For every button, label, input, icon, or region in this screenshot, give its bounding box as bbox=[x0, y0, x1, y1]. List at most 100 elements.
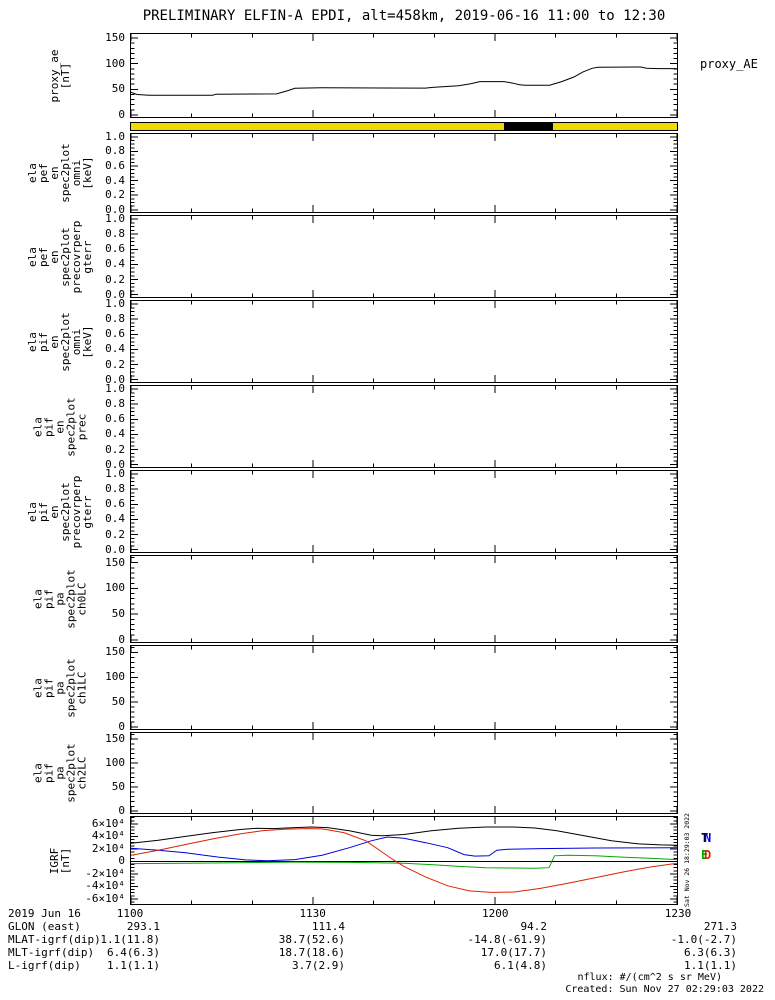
footer-cell: 111.4 bbox=[311, 920, 345, 933]
pif_en_prec-ylabel: ela pif en spec2plot prec bbox=[16, 385, 104, 468]
pif_en_omni-ytick-label: 0.6 bbox=[105, 327, 125, 341]
pef_en_omni-ytick-label: 0.0 bbox=[105, 202, 125, 216]
pef_en_precovr-ytick-label: 0.6 bbox=[105, 242, 125, 256]
pif_pa_ch0-ylabel: ela pif pa spec2plot ch0LC bbox=[16, 555, 104, 643]
series-proxy_AE bbox=[131, 66, 677, 96]
pif_en_precovr-ytick-label: 0.6 bbox=[105, 497, 125, 511]
pif_en_precovr-plot-area bbox=[131, 471, 677, 552]
pif_en_omni-ytick-label: 0.4 bbox=[105, 342, 125, 356]
pif_pa_ch1-ytick-label: 100 bbox=[105, 670, 125, 684]
plot-title: PRELIMINARY ELFIN-A EPDI, alt=458km, 201… bbox=[142, 8, 666, 24]
panel-pif_en_prec bbox=[130, 385, 678, 468]
pef_en_omni-ytick-label: 0.8 bbox=[105, 144, 125, 158]
status-bar-segment bbox=[131, 123, 677, 130]
pef_en_precovr-ytick-label: 0.4 bbox=[105, 257, 125, 271]
igrf-ytick-label: 6×10⁴ bbox=[91, 816, 125, 830]
footer-cell: 6.1(4.8) bbox=[494, 959, 547, 972]
pif_en_omni-ytick-label: 0.8 bbox=[105, 312, 125, 326]
proxy-ytick-label: 0 bbox=[118, 107, 125, 121]
pif_pa_ch2-ytick-label: 150 bbox=[105, 732, 125, 746]
pif_en_omni-plot-area bbox=[131, 301, 677, 382]
footer-row-label: 2019 Jun 16 bbox=[8, 907, 81, 920]
pif_en_precovr-ytick-label: 0.8 bbox=[105, 482, 125, 496]
footer-cell: 1.1(1.1) bbox=[684, 959, 737, 972]
footer-cell: -1.0(-2.7) bbox=[670, 933, 737, 946]
pif_pa_ch0-ytick-label: 150 bbox=[105, 555, 125, 569]
panel-pif_en_omni bbox=[130, 300, 678, 383]
pif_pa_ch0-plot-area bbox=[131, 556, 677, 642]
pif_pa_ch2-ytick-label: 50 bbox=[111, 780, 125, 794]
footer-row-label: GLON (east) bbox=[8, 920, 81, 933]
pif_en_omni-ytick-label: 1.0 bbox=[105, 297, 125, 311]
pif_en_prec-ytick-label: 0.0 bbox=[105, 457, 125, 471]
pef_en_precovr-ytick-label: 1.0 bbox=[105, 212, 125, 226]
proxy-ytick-label: 50 bbox=[111, 82, 125, 96]
proxy-plot-area bbox=[131, 34, 677, 117]
pif_pa_ch0-ylabel-text: ela pif pa spec2plot ch0LC bbox=[31, 569, 89, 629]
pif_en_prec-ytick-label: 0.4 bbox=[105, 427, 125, 441]
series-T bbox=[131, 826, 677, 846]
pif_en_prec-ytick-label: 0.8 bbox=[105, 397, 125, 411]
pif_pa_ch0-ytick-label: 50 bbox=[111, 607, 125, 621]
proxy-ae-right-label: proxy_AE bbox=[700, 57, 758, 71]
pif_pa_ch2-ytick-label: 0 bbox=[118, 804, 125, 818]
pif_pa_ch1-plot-area bbox=[131, 646, 677, 729]
pif_en_prec-plot-area bbox=[131, 386, 677, 467]
panel-pif_pa_ch2 bbox=[130, 732, 678, 814]
footer-cell: -14.8(-61.9) bbox=[467, 933, 547, 946]
footer-cell: 293.1 bbox=[126, 920, 160, 933]
pef_en_omni-ytick-label: 0.6 bbox=[105, 159, 125, 173]
footer-cell: 6.3(6.3) bbox=[684, 946, 737, 959]
igrf-ytick-label: 2×10⁴ bbox=[91, 841, 125, 855]
pif_pa_ch2-ylabel: ela pif pa spec2plot ch2LC bbox=[16, 732, 104, 814]
igrf-ytick-label: 0 bbox=[118, 854, 125, 868]
side-created-note-text: Sat Nov 26 18:29:03 2022 bbox=[683, 813, 691, 907]
pef_en_omni-ytick-label: 1.0 bbox=[105, 129, 125, 143]
footer-cell: 1.1(1.1) bbox=[107, 959, 160, 972]
legend-letter-T: T bbox=[701, 831, 709, 845]
created-timestamp-note: Created: Sun Nov 27 02:29:03 2022 bbox=[565, 984, 764, 995]
pif_pa_ch1-ytick-label: 50 bbox=[111, 695, 125, 709]
legend-letter-D: D bbox=[704, 848, 712, 862]
pif_pa_ch0-ytick-label: 100 bbox=[105, 581, 125, 595]
igrf-plot-area bbox=[131, 817, 677, 904]
pef_en_omni-plot-area bbox=[131, 134, 677, 212]
pif_pa_ch2-ylabel-text: ela pif pa spec2plot ch2LC bbox=[31, 743, 89, 803]
status-bar-segment bbox=[504, 123, 553, 130]
pef_en_precovr-ytick-label: 0.0 bbox=[105, 287, 125, 301]
pif_pa_ch1-ylabel-text: ela pif pa spec2plot ch1LC bbox=[31, 657, 89, 718]
pef_en_omni-ylabel: ela pef en spec2plot omni [keV] bbox=[16, 133, 104, 213]
pif_en_precovr-ytick-label: 0.0 bbox=[105, 542, 125, 556]
footer-cell: 1.1(11.8) bbox=[100, 933, 160, 946]
igrf-ytick-label: -6×10⁴ bbox=[85, 891, 125, 905]
pef_en_precovr-ylabel: ela pef en spec2plot precovrperp gterr bbox=[16, 215, 104, 298]
pif_en_prec-ytick-label: 0.6 bbox=[105, 412, 125, 426]
pif_en_precovr-ytick-label: 0.2 bbox=[105, 527, 125, 541]
footer-cell: 1230 bbox=[664, 907, 692, 920]
igrf-ytick-label: 4×10⁴ bbox=[91, 829, 125, 843]
series-E bbox=[131, 854, 677, 869]
panel-pef_en_precovr bbox=[130, 215, 678, 298]
pef_en_precovr-plot-area bbox=[131, 216, 677, 297]
pif_en_precovr-ylabel: ela pif en spec2plot precovrperp gterr bbox=[16, 470, 104, 553]
pef_en_omni-ytick-label: 0.2 bbox=[105, 188, 125, 202]
proxy-ytick-label: 100 bbox=[105, 56, 125, 70]
panel-pif_en_precovr bbox=[130, 470, 678, 553]
footer-cell: 1100 bbox=[116, 907, 144, 920]
proxy-ytick-label: 150 bbox=[105, 31, 125, 45]
side-created-note: Sat Nov 26 18:29:03 2022 bbox=[681, 813, 693, 907]
pif_pa_ch0-ytick-label: 0 bbox=[118, 632, 125, 646]
pif_en_omni-ytick-label: 0.2 bbox=[105, 357, 125, 371]
footer-cell: 271.3 bbox=[703, 920, 737, 933]
pif_en_omni-ytick-label: 0.0 bbox=[105, 372, 125, 386]
panel-bar bbox=[130, 122, 678, 131]
pef_en_omni-ytick-label: 0.4 bbox=[105, 173, 125, 187]
pif_pa_ch1-ylabel: ela pif pa spec2plot ch1LC bbox=[16, 645, 104, 730]
pif_pa_ch2-ytick-label: 100 bbox=[105, 756, 125, 770]
nflux-units-note: nflux: #/(cm^2 s sr MeV) bbox=[577, 972, 723, 983]
footer-cell: 18.7(18.6) bbox=[278, 946, 345, 959]
pif_en_prec-ytick-label: 1.0 bbox=[105, 382, 125, 396]
footer-row-label: L-igrf(dip) bbox=[8, 959, 81, 972]
pif_pa_ch2-plot-area bbox=[131, 733, 677, 813]
